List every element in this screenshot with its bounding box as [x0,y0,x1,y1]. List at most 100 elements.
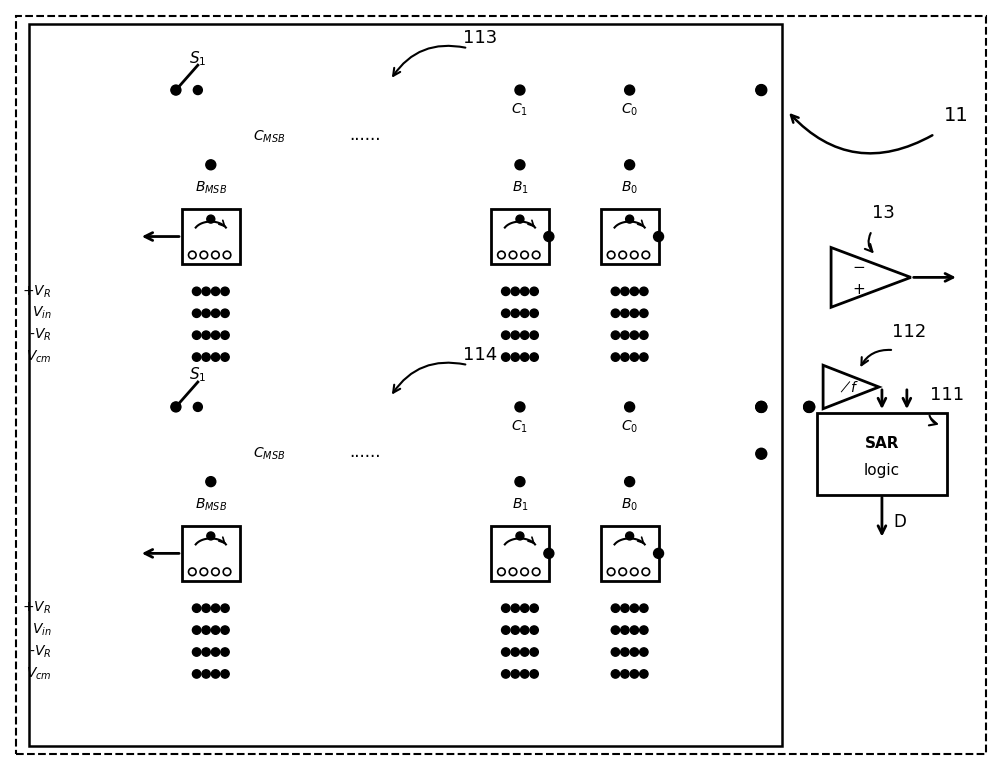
Text: $B_1$: $B_1$ [512,179,528,196]
Circle shape [630,604,639,612]
Bar [601,209,659,264]
Text: 11: 11 [944,107,969,126]
Text: $C_1$: $C_1$ [511,419,528,435]
Bar [182,209,240,264]
Circle shape [193,86,202,94]
Circle shape [544,548,554,558]
Circle shape [202,604,210,612]
Circle shape [640,648,648,657]
Circle shape [502,353,510,361]
Circle shape [756,85,766,95]
Circle shape [520,626,529,634]
Circle shape [502,331,510,339]
Circle shape [206,160,216,170]
Circle shape [211,604,220,612]
Circle shape [192,648,201,657]
Circle shape [202,648,210,657]
Circle shape [502,626,510,634]
Circle shape [630,353,639,361]
Circle shape [202,670,210,678]
Circle shape [611,287,620,295]
Circle shape [221,604,229,612]
Polygon shape [823,365,879,409]
Circle shape [530,287,538,295]
Circle shape [621,670,629,678]
Circle shape [630,287,639,295]
Text: $B_1$: $B_1$ [512,496,528,513]
Circle shape [611,604,620,612]
Circle shape [621,309,629,318]
Circle shape [530,309,538,318]
Circle shape [530,648,538,657]
Circle shape [640,287,648,295]
Circle shape [511,353,519,361]
Text: $C_0$: $C_0$ [621,102,638,118]
Circle shape [756,401,767,413]
Circle shape [221,353,229,361]
Circle shape [621,287,629,295]
Text: 112: 112 [892,323,926,341]
Circle shape [171,402,181,412]
Circle shape [502,648,510,657]
Circle shape [626,532,634,540]
Text: $C_1$: $C_1$ [511,102,528,118]
Text: $B_0$: $B_0$ [621,496,638,513]
Circle shape [520,287,529,295]
Circle shape [625,160,635,170]
Text: $B_{MSB}$: $B_{MSB}$ [195,496,227,513]
Circle shape [511,309,519,318]
Bar [182,526,240,581]
Circle shape [502,309,510,318]
Circle shape [611,331,620,339]
Circle shape [221,670,229,678]
Circle shape [211,353,220,361]
Bar [491,526,549,581]
Circle shape [515,85,525,95]
Circle shape [202,331,210,339]
Bar [817,413,947,495]
Circle shape [520,331,529,339]
Circle shape [211,626,220,634]
Text: 114: 114 [463,346,497,364]
Circle shape [520,309,529,318]
Circle shape [756,402,766,412]
Circle shape [804,401,815,413]
Text: $B_{MSB}$: $B_{MSB}$ [195,179,227,196]
Circle shape [530,670,538,678]
Text: $C_{MSB}$: $C_{MSB}$ [253,446,285,462]
Circle shape [192,626,201,634]
Circle shape [630,331,639,339]
Text: 13: 13 [872,203,895,222]
Circle shape [621,331,629,339]
Circle shape [611,309,620,318]
Circle shape [630,309,639,318]
Circle shape [520,604,529,612]
Polygon shape [831,248,911,308]
Circle shape [502,287,510,295]
Text: 113: 113 [463,29,497,48]
Circle shape [621,604,629,612]
Circle shape [515,402,525,412]
Circle shape [221,648,229,657]
Circle shape [640,353,648,361]
Circle shape [207,532,215,540]
Circle shape [625,402,635,412]
Circle shape [630,648,639,657]
Circle shape [530,626,538,634]
Circle shape [640,604,648,612]
Text: $B_0$: $B_0$ [621,179,638,196]
Text: $V_{in}$: $V_{in}$ [32,305,51,321]
Text: $V_{in}$: $V_{in}$ [32,622,51,638]
Text: -$V_R$: -$V_R$ [29,327,51,344]
Circle shape [221,309,229,318]
Circle shape [171,86,180,94]
Circle shape [502,604,510,612]
Circle shape [621,626,629,634]
Circle shape [804,401,815,413]
Circle shape [640,670,648,678]
Text: ......: ...... [350,443,381,461]
Circle shape [640,331,648,339]
Circle shape [202,626,210,634]
Circle shape [625,85,635,95]
Bar [491,209,549,264]
